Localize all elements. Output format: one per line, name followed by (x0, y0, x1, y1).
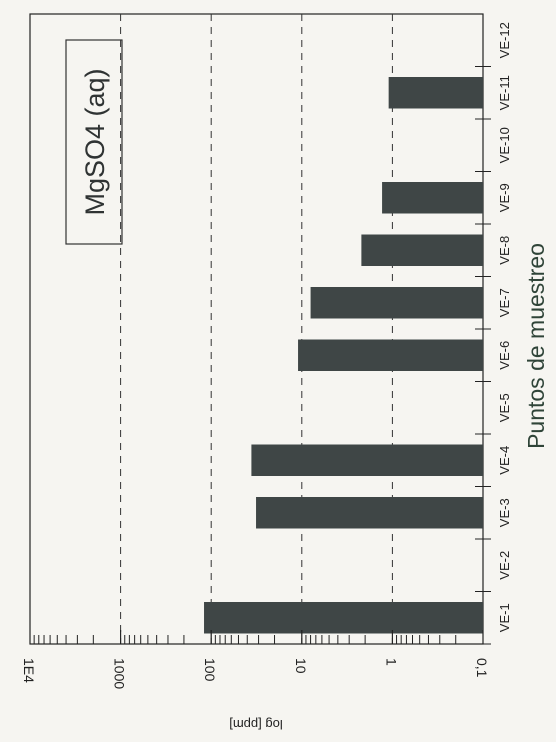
value-tick-label: 1E4 (21, 658, 37, 683)
category-label: VE-3 (497, 498, 512, 527)
value-tick-label: 0,1 (474, 658, 490, 678)
category-label: VE-8 (497, 236, 512, 265)
minor-ticks (29, 630, 484, 644)
value-tick-label: 100 (202, 658, 218, 682)
y-axis-title: log [ppm] (229, 717, 282, 732)
value-tick-label: 10 (293, 658, 309, 674)
category-ticks (475, 66, 491, 645)
x-axis-title: Puntos de muestreo (523, 243, 549, 449)
category-label: VE-11 (497, 75, 512, 110)
bar-ve-7 (310, 287, 483, 319)
category-label: VE-12 (497, 22, 512, 58)
category-label: VE-6 (497, 341, 512, 370)
category-label: VE-5 (497, 393, 512, 422)
category-label: VE-4 (497, 446, 512, 475)
bar-ve-8 (361, 234, 483, 266)
plot-area (29, 13, 491, 645)
grid-lines (120, 14, 393, 644)
bar-ve-11 (388, 77, 483, 109)
bar-ve-6 (298, 339, 483, 371)
value-tick-labels: 0,1 1 10 100 1000 1E4 (21, 658, 490, 689)
bar-ve-1 (204, 602, 483, 634)
category-label: VE-10 (497, 127, 512, 163)
annotation-box: MgSO4 (aq) (65, 39, 123, 245)
bar-ve-4 (251, 444, 483, 476)
category-label: VE-2 (497, 551, 512, 580)
value-tick-label: 1000 (112, 658, 128, 689)
category-label: VE-9 (497, 183, 512, 212)
bar-ve-3 (256, 497, 483, 529)
bars (204, 77, 483, 634)
category-label: VE-7 (497, 288, 512, 317)
value-tick-label: 1 (383, 658, 399, 666)
bar-ve-9 (382, 182, 483, 214)
category-label: VE-1 (497, 603, 512, 632)
category-tick-labels: VE-1 VE-2 VE-3 VE-4 VE-5 VE-6 VE-7 VE-8 VE-9 VE-1… (497, 22, 512, 632)
annotation-label: MgSO4 (aq) (80, 68, 110, 215)
